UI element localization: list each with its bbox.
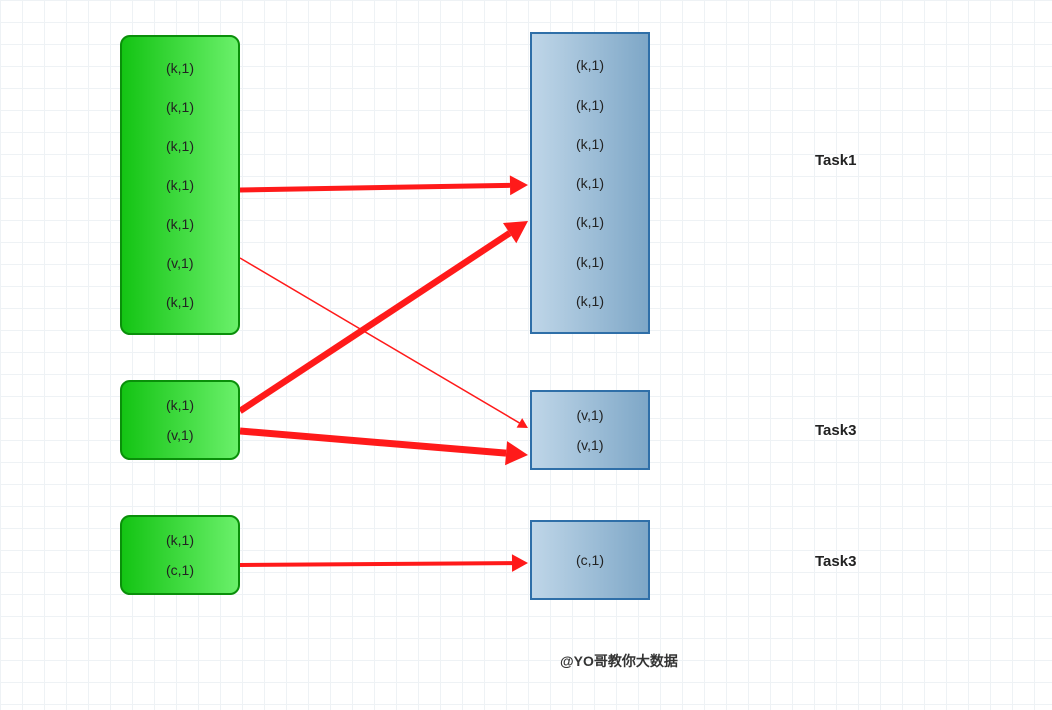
source-box-item: (k,1): [166, 532, 194, 548]
target-box-item: (k,1): [576, 136, 604, 152]
source-box-item: (v,1): [167, 427, 194, 443]
source-box-item: (k,1): [166, 294, 194, 310]
target-box-item: (k,1): [576, 293, 604, 309]
target-box-item: (v,1): [577, 437, 604, 453]
task-label-t3: Task3: [815, 553, 856, 570]
source-box-g3: (k,1) (c,1): [120, 515, 240, 595]
target-box-b1: (k,1) (k,1) (k,1) (k,1) (k,1) (k,1) (k,1): [530, 32, 650, 334]
target-box-item: (c,1): [576, 552, 604, 568]
source-box-g1: (k,1) (k,1) (k,1) (k,1) (k,1) (v,1) (k,1): [120, 35, 240, 335]
target-box-item: (k,1): [576, 254, 604, 270]
watermark: @YO哥教你大数据: [560, 651, 678, 671]
source-box-item: (k,1): [166, 138, 194, 154]
source-box-g2: (k,1) (v,1): [120, 380, 240, 460]
source-box-item: (k,1): [166, 397, 194, 413]
target-box-item: (k,1): [576, 214, 604, 230]
target-box-item: (v,1): [577, 407, 604, 423]
source-box-item: (k,1): [166, 216, 194, 232]
task-label-t2: Task3: [815, 422, 856, 439]
source-box-item: (c,1): [166, 562, 194, 578]
source-box-item: (v,1): [167, 255, 194, 271]
source-box-item: (k,1): [166, 60, 194, 76]
target-box-item: (k,1): [576, 175, 604, 191]
target-box-item: (k,1): [576, 97, 604, 113]
source-box-item: (k,1): [166, 99, 194, 115]
target-box-b3: (c,1): [530, 520, 650, 600]
task-label-t1: Task1: [815, 152, 856, 169]
source-box-item: (k,1): [166, 177, 194, 193]
target-box-b2: (v,1) (v,1): [530, 390, 650, 470]
target-box-item: (k,1): [576, 57, 604, 73]
